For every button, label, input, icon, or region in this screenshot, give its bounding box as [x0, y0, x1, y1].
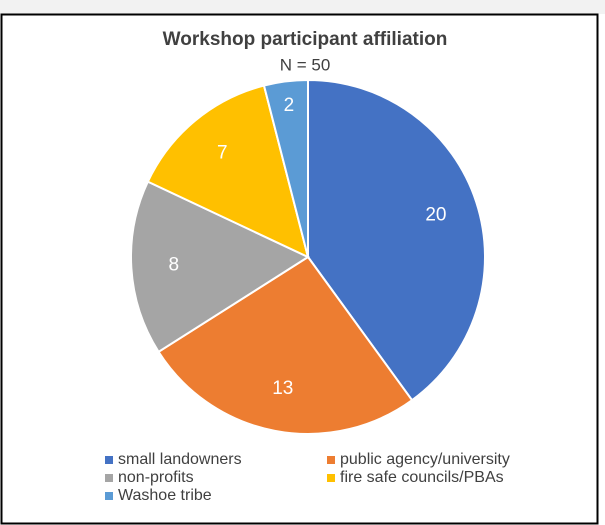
legend-label: fire safe councils/PBAs: [340, 469, 504, 486]
legend-label: non-profits: [118, 469, 194, 486]
legend-label: Washoe tribe: [118, 487, 212, 504]
data-label: 7: [217, 142, 228, 163]
legend-swatch: [105, 492, 113, 500]
legend-swatch: [327, 456, 335, 464]
chart-title: Workshop participant affiliation: [163, 29, 448, 50]
pie-slice: [262, 78, 309, 258]
legend-swatch: [327, 474, 335, 482]
legend-swatch: [105, 474, 113, 482]
data-label: 2: [284, 95, 295, 116]
pie-slice: [307, 78, 486, 402]
chart-subtitle: N = 50: [280, 55, 331, 74]
pie-slice: [130, 180, 311, 354]
legend-label: public agency/university: [340, 451, 510, 468]
pie-slice: [146, 84, 310, 259]
data-label: 20: [425, 204, 446, 225]
legend-label: small landowners: [118, 451, 242, 468]
data-label: 8: [168, 254, 179, 275]
window-strip: [0, 0, 605, 14]
legend-swatch: [105, 456, 113, 464]
pie-slice: [157, 255, 414, 435]
data-label: 13: [272, 378, 293, 399]
